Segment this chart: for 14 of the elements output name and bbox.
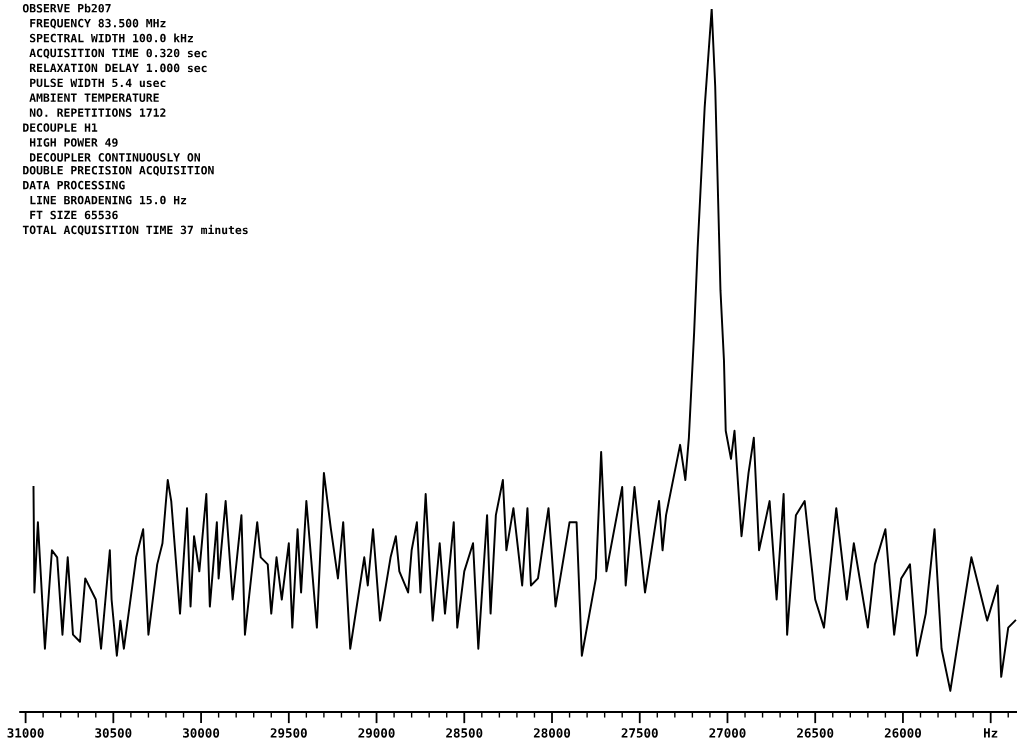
x-tick-label: 28500 xyxy=(446,728,483,738)
x-tick-label: 29500 xyxy=(270,728,307,738)
x-tick-label: 27500 xyxy=(621,728,658,738)
x-tick-label: 31000 xyxy=(7,728,44,738)
text: OBSERVE Pb207 FREQUENCY 83.500 MHz SPECTRAL WIDTH 100.0 kHz ACQUISITION TIME 0.320 sec RELAXATION DELAY 1.000 sec PULSE WIDTH 5.4 usec AMBIENT TEMPERATURE NO. REPETITIONS 1712 DECOUPLE H1 HIGH POWER 49 DECOUPLER CONTINUOUSLY ON xyxy=(22,3,207,162)
x-tick-label: 26000 xyxy=(884,728,922,738)
x-tick-label: 30000 xyxy=(183,728,220,738)
x-tick-label: Hz xyxy=(983,728,998,738)
x-tick-label: 30500 xyxy=(95,728,132,738)
annotation: DOUBLE PRECISION ACQUISITION DATA PROCESSING LINE BROADENING 15.0 Hz FT SIZE 65536 TOTAL ACQUISITION TIME 37 minutes xyxy=(22,165,248,236)
x-tick-label: 29000 xyxy=(358,728,395,738)
x-tick-label: 28000 xyxy=(533,728,571,738)
x-tick-label: 26500 xyxy=(797,728,834,738)
x-tick-label: 27000 xyxy=(709,728,746,738)
